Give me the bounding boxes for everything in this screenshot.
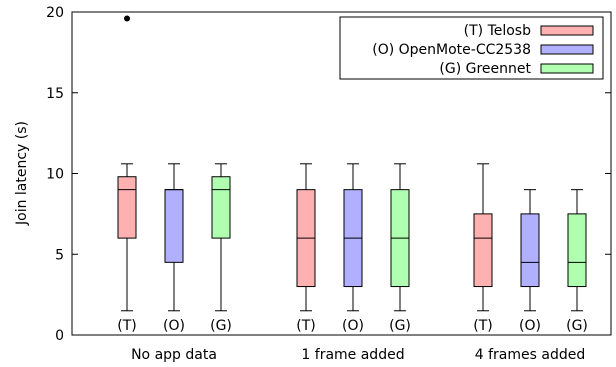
box-2-1: [520, 189, 540, 312]
box-tag-label: (G): [389, 318, 411, 334]
legend-label: (G) Greennet: [439, 61, 531, 77]
legend: (T) Telosb (O) OpenMote-CC2538 (G) Greenne…: [339, 16, 604, 80]
box-2-2: [567, 189, 587, 312]
box-tag-label: (T): [473, 318, 492, 334]
box-0-2: [211, 163, 231, 312]
box-iqr: [567, 213, 587, 288]
box-tag-label: (T): [296, 318, 315, 334]
outlier-point: [124, 15, 130, 22]
legend-label: (O) OpenMote-CC2538: [372, 42, 531, 58]
box-tag-label: (O): [342, 318, 364, 334]
axes: 0 5 10 15 20: [46, 5, 612, 344]
legend-swatch: [540, 44, 594, 55]
box-tag-label: (O): [519, 318, 541, 334]
box-iqr: [117, 176, 137, 239]
box-tag-label: (T): [117, 318, 136, 334]
box-0-0: [117, 15, 137, 312]
y-tick-label: 10: [46, 167, 64, 183]
box-iqr: [473, 213, 493, 288]
box-tag-label: (O): [163, 318, 185, 334]
box-1-0: [296, 163, 316, 312]
group-label: 1 frame added: [301, 347, 404, 363]
box-2-0: [473, 163, 493, 312]
legend-swatch: [540, 25, 594, 36]
y-tick-label: 5: [55, 247, 64, 263]
x-axis-labels: (T) (O) (G) No app data (T) (O) (G) 1 frame add…: [117, 318, 588, 363]
box-tag-label: (G): [210, 318, 232, 334]
box-0-1: [164, 163, 184, 312]
box-1-1: [343, 163, 363, 312]
group-label: 4 frames added: [475, 347, 585, 363]
box-group-layer: [117, 15, 587, 312]
group-label: No app data: [131, 347, 217, 363]
box-tag-label: (G): [566, 318, 588, 334]
legend-swatch: [540, 63, 594, 74]
box-iqr: [164, 189, 184, 263]
box-iqr: [211, 176, 231, 239]
y-tick-label: 0: [55, 328, 64, 344]
box-iqr: [520, 213, 540, 288]
box-1-2: [390, 163, 410, 312]
y-axis-label: Join latency (s): [14, 121, 30, 226]
legend-label: (T) Telosb: [464, 23, 531, 39]
y-tick-label: 15: [46, 86, 64, 102]
y-tick-label: 20: [46, 5, 64, 21]
